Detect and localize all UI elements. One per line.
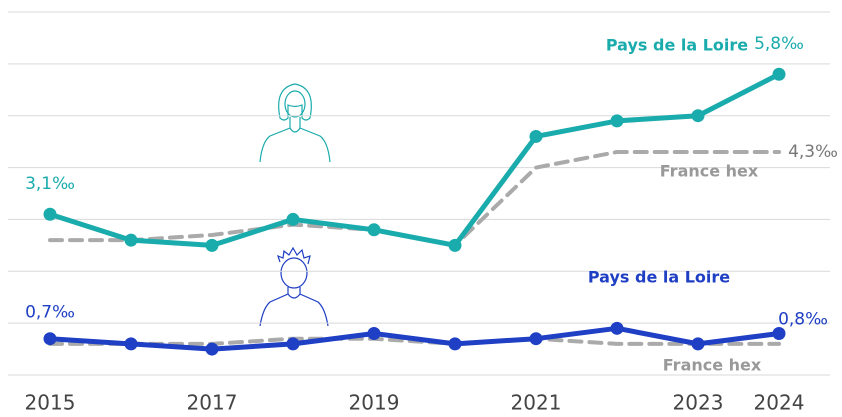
series-label: Pays de la Loire xyxy=(606,36,748,55)
value-label: 0,7‰ xyxy=(25,303,75,323)
series-line xyxy=(47,325,782,352)
x-tick-label: 2024 xyxy=(754,391,805,415)
data-point xyxy=(529,129,543,143)
data-point xyxy=(286,337,300,351)
value-label: 5,8‰ xyxy=(754,34,804,54)
data-point xyxy=(205,342,219,356)
series-line xyxy=(47,71,782,248)
series-label: France hex xyxy=(663,356,762,375)
value-label: 0,8‰ xyxy=(778,310,828,330)
data-point xyxy=(772,327,786,341)
series-label: Pays de la Loire xyxy=(588,268,730,287)
x-tick-label: 2023 xyxy=(673,391,724,415)
data-point xyxy=(448,337,462,351)
data-point xyxy=(772,67,786,81)
data-point xyxy=(286,212,300,226)
data-point xyxy=(610,321,624,335)
data-point xyxy=(124,337,138,351)
value-label: 3,1‰ xyxy=(25,174,75,194)
data-point xyxy=(448,238,462,252)
x-tick-label: 2021 xyxy=(511,391,562,415)
data-point xyxy=(43,207,57,221)
x-tick-label: 2017 xyxy=(187,391,238,415)
data-point xyxy=(691,337,705,351)
series-label: France hex xyxy=(660,162,759,181)
series-line xyxy=(48,336,781,346)
woman-icon xyxy=(259,83,331,163)
man-icon xyxy=(259,246,329,327)
data-point xyxy=(43,332,57,346)
data-point xyxy=(205,238,219,252)
data-point xyxy=(529,332,543,346)
x-tick-label: 2015 xyxy=(25,391,76,415)
data-point xyxy=(367,223,381,237)
data-point xyxy=(124,233,138,247)
x-tick-label: 2019 xyxy=(349,391,400,415)
data-point xyxy=(367,327,381,341)
value-label: 4,3‰ xyxy=(788,142,838,162)
data-point xyxy=(691,109,705,123)
data-point xyxy=(610,114,624,128)
